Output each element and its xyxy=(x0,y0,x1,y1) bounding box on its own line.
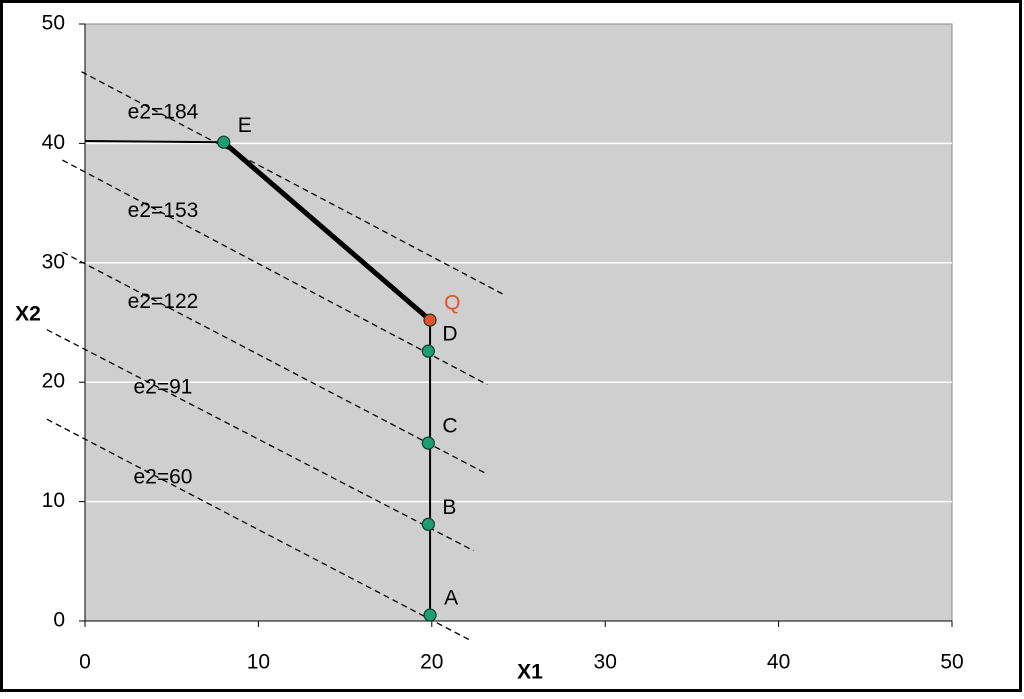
iso-label: e2=153 xyxy=(128,199,199,222)
y-tick-label: 50 xyxy=(42,12,65,35)
iso-label: e2=91 xyxy=(134,375,193,398)
iso-label: e2=122 xyxy=(128,290,199,313)
point xyxy=(421,517,435,531)
iso-line xyxy=(62,159,488,386)
x-tick-label: 50 xyxy=(940,651,963,674)
point-label: A xyxy=(444,587,458,610)
x-tick-label: 40 xyxy=(767,651,790,674)
y-tick-label: 30 xyxy=(42,250,65,273)
point xyxy=(421,344,435,358)
point-label: B xyxy=(442,496,456,519)
iso-line xyxy=(46,329,474,552)
y-tick-label: 40 xyxy=(42,131,65,154)
y-tick-label: 0 xyxy=(53,609,65,632)
plot-area xyxy=(84,23,953,622)
point xyxy=(421,436,435,450)
x-tick-label: 10 xyxy=(247,651,270,674)
x-tick-label: 30 xyxy=(594,651,617,674)
y-tick-label: 10 xyxy=(42,489,65,512)
x-tick-label: 20 xyxy=(420,651,443,674)
point xyxy=(423,608,437,622)
point-label: D xyxy=(442,323,457,346)
point xyxy=(217,135,231,149)
y-tick-label: 20 xyxy=(42,370,65,393)
y-axis-label: X2 xyxy=(15,303,41,326)
iso-label: e2=184 xyxy=(128,100,199,123)
x-tick-label: 0 xyxy=(79,651,91,674)
point-label: C xyxy=(442,415,457,438)
point-label: Q xyxy=(444,292,460,315)
point-label: E xyxy=(238,114,252,137)
x-axis-label: X1 xyxy=(517,661,543,684)
point xyxy=(423,313,437,327)
iso-label: e2=60 xyxy=(134,465,193,488)
frontier-line xyxy=(84,140,224,144)
frontier-line xyxy=(222,140,432,323)
